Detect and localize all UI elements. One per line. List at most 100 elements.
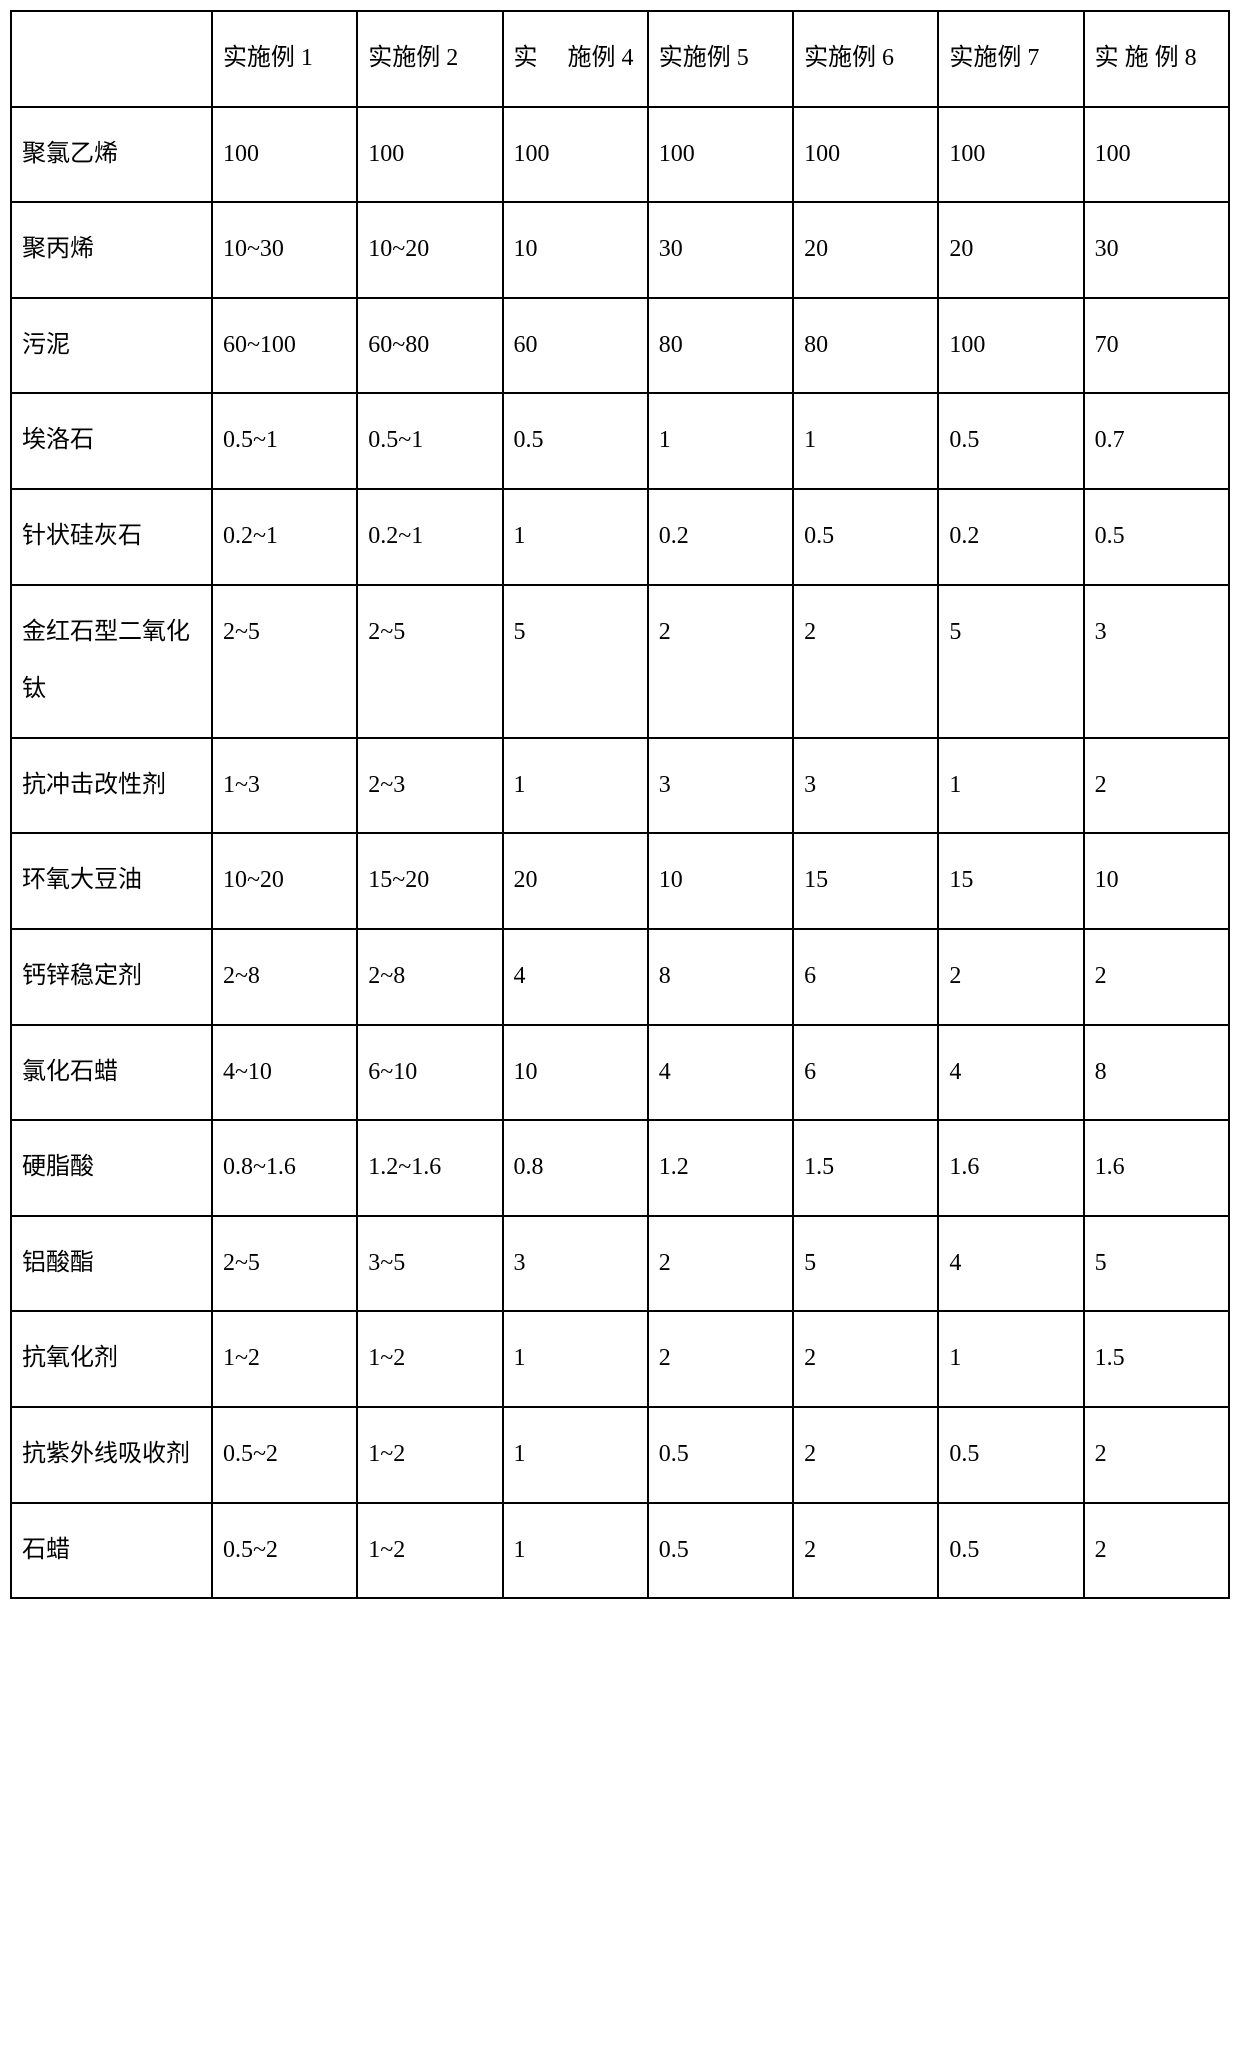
header-cell: 实施例 7 [938, 11, 1083, 107]
data-cell: 8 [648, 929, 793, 1025]
data-cell: 10~20 [357, 202, 502, 298]
data-cell: 2 [1084, 1503, 1229, 1599]
data-cell: 1~2 [357, 1407, 502, 1503]
data-cell: 20 [938, 202, 1083, 298]
data-cell: 0.5 [648, 1503, 793, 1599]
data-cell: 8 [1084, 1025, 1229, 1121]
data-cell: 15~20 [357, 833, 502, 929]
row-label: 铝酸酯 [11, 1216, 212, 1312]
header-cell: 实施例 2 [357, 11, 502, 107]
data-cell: 100 [212, 107, 357, 203]
data-cell: 0.5 [1084, 489, 1229, 585]
table-body: 聚氯乙烯100100100100100100100聚丙烯10~3010~2010… [11, 107, 1229, 1599]
table-row: 针状硅灰石0.2~10.2~110.20.50.20.5 [11, 489, 1229, 585]
data-cell: 1 [938, 1311, 1083, 1407]
row-label: 钙锌稳定剂 [11, 929, 212, 1025]
data-cell: 100 [503, 107, 648, 203]
data-cell: 4~10 [212, 1025, 357, 1121]
data-cell: 3 [1084, 585, 1229, 738]
data-cell: 3~5 [357, 1216, 502, 1312]
data-cell: 0.2 [938, 489, 1083, 585]
data-cell: 1.5 [1084, 1311, 1229, 1407]
data-cell: 4 [503, 929, 648, 1025]
data-cell: 2 [793, 585, 938, 738]
data-cell: 0.2~1 [212, 489, 357, 585]
data-cell: 0.5 [938, 1503, 1083, 1599]
data-cell: 60 [503, 298, 648, 394]
data-cell: 1~2 [357, 1311, 502, 1407]
data-cell: 5 [793, 1216, 938, 1312]
row-label: 抗紫外线吸收剂 [11, 1407, 212, 1503]
row-label: 硬脂酸 [11, 1120, 212, 1216]
data-cell: 3 [648, 738, 793, 834]
data-cell: 0.5~1 [212, 393, 357, 489]
header-cell: 实 施 例 8 [1084, 11, 1229, 107]
table-row: 氯化石蜡4~106~10104648 [11, 1025, 1229, 1121]
table-row: 抗紫外线吸收剂0.5~21~210.520.52 [11, 1407, 1229, 1503]
data-cell: 30 [1084, 202, 1229, 298]
data-cell: 1 [503, 1503, 648, 1599]
data-cell: 0.2 [648, 489, 793, 585]
header-cell [11, 11, 212, 107]
table-row: 硬脂酸0.8~1.61.2~1.60.81.21.51.61.6 [11, 1120, 1229, 1216]
data-cell: 2 [938, 929, 1083, 1025]
data-cell: 1 [793, 393, 938, 489]
data-cell: 0.5 [503, 393, 648, 489]
data-cell: 6 [793, 929, 938, 1025]
data-cell: 0.5 [938, 1407, 1083, 1503]
data-cell: 100 [938, 107, 1083, 203]
data-cell: 100 [648, 107, 793, 203]
table-row: 石蜡0.5~21~210.520.52 [11, 1503, 1229, 1599]
data-table: 实施例 1 实施例 2 实 施例 4 实施例 5 实施例 6 实施例 7 实 施… [10, 10, 1230, 1599]
data-cell: 2~5 [357, 585, 502, 738]
data-cell: 0.5 [648, 1407, 793, 1503]
row-label: 抗冲击改性剂 [11, 738, 212, 834]
data-cell: 1~3 [212, 738, 357, 834]
data-cell: 100 [938, 298, 1083, 394]
data-cell: 0.5~1 [357, 393, 502, 489]
table-row: 抗氧化剂1~21~212211.5 [11, 1311, 1229, 1407]
data-cell: 5 [1084, 1216, 1229, 1312]
data-cell: 80 [793, 298, 938, 394]
data-cell: 2~8 [357, 929, 502, 1025]
data-cell: 0.8 [503, 1120, 648, 1216]
table-row: 聚氯乙烯100100100100100100100 [11, 107, 1229, 203]
data-cell: 4 [938, 1025, 1083, 1121]
data-cell: 1 [938, 738, 1083, 834]
header-cell: 实施例 1 [212, 11, 357, 107]
data-cell: 1 [503, 738, 648, 834]
data-cell: 1 [503, 1407, 648, 1503]
table-row: 金红石型二氧化钛2~52~552253 [11, 585, 1229, 738]
row-label: 氯化石蜡 [11, 1025, 212, 1121]
data-cell: 0.5 [793, 489, 938, 585]
row-label: 埃洛石 [11, 393, 212, 489]
row-label: 聚丙烯 [11, 202, 212, 298]
data-cell: 6~10 [357, 1025, 502, 1121]
data-cell: 15 [938, 833, 1083, 929]
data-cell: 1 [503, 489, 648, 585]
data-cell: 2 [648, 1311, 793, 1407]
data-cell: 60~80 [357, 298, 502, 394]
data-cell: 2~5 [212, 585, 357, 738]
data-cell: 6 [793, 1025, 938, 1121]
header-cell: 实施例 5 [648, 11, 793, 107]
data-cell: 2 [793, 1407, 938, 1503]
data-cell: 5 [503, 585, 648, 738]
data-cell: 100 [1084, 107, 1229, 203]
data-cell: 1~2 [357, 1503, 502, 1599]
data-cell: 2~3 [357, 738, 502, 834]
data-cell: 0.5 [938, 393, 1083, 489]
data-cell: 4 [938, 1216, 1083, 1312]
data-cell: 4 [648, 1025, 793, 1121]
data-cell: 10 [1084, 833, 1229, 929]
data-cell: 80 [648, 298, 793, 394]
data-cell: 10~30 [212, 202, 357, 298]
data-cell: 70 [1084, 298, 1229, 394]
data-cell: 2 [1084, 1407, 1229, 1503]
data-cell: 0.8~1.6 [212, 1120, 357, 1216]
data-cell: 100 [793, 107, 938, 203]
row-label: 污泥 [11, 298, 212, 394]
data-cell: 1.2 [648, 1120, 793, 1216]
data-cell: 20 [503, 833, 648, 929]
table-row: 钙锌稳定剂2~82~848622 [11, 929, 1229, 1025]
